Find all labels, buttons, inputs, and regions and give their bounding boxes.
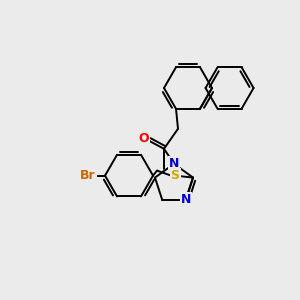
Text: Br: Br: [80, 169, 96, 182]
Text: N: N: [181, 194, 191, 206]
Text: S: S: [170, 169, 179, 182]
Text: N: N: [169, 157, 179, 170]
Text: O: O: [139, 132, 149, 145]
